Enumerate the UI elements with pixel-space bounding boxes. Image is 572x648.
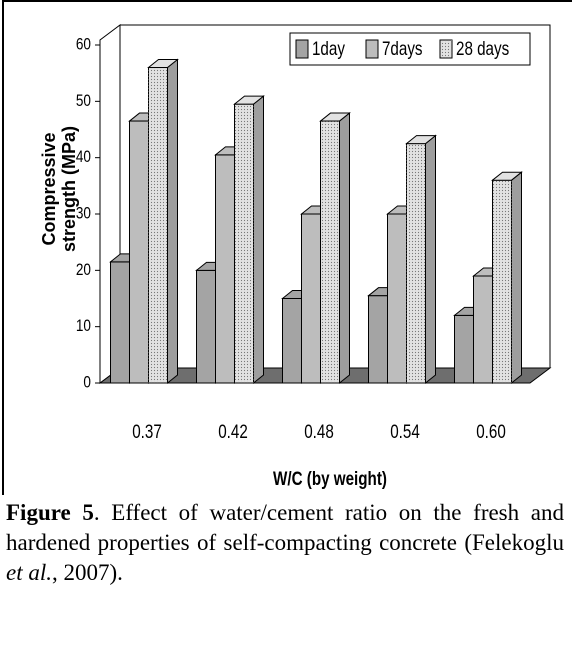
chart: 0 10 20 30 40 50 60 Compressivestrength (MPa) 0.… bbox=[2, 0, 572, 495]
bar-front bbox=[301, 213, 321, 384]
legend-label: 28 days bbox=[456, 37, 509, 59]
y-tick-label: 10 bbox=[76, 317, 91, 336]
caption-italic: et al. bbox=[6, 560, 52, 585]
bar-texture bbox=[148, 67, 168, 384]
y-axis-title-line: Compressive bbox=[39, 132, 59, 245]
bar-texture bbox=[406, 143, 426, 383]
y-tick-label: 30 bbox=[76, 204, 91, 223]
caption: Figure 5. Effect of water/cement ratio o… bbox=[6, 498, 564, 588]
bar-side bbox=[425, 134, 436, 385]
bar-front bbox=[387, 213, 407, 384]
bar-side bbox=[167, 58, 178, 385]
bar-top bbox=[147, 59, 179, 69]
bar-front bbox=[368, 295, 388, 384]
y-tick-label: 60 bbox=[76, 35, 91, 54]
x-tick-label: 0.42 bbox=[218, 420, 248, 442]
bar-side bbox=[253, 95, 264, 385]
y-tick-label: 20 bbox=[76, 260, 91, 279]
bar-side bbox=[339, 112, 350, 385]
bar-side bbox=[511, 171, 522, 385]
caption-end: , 2007). bbox=[52, 560, 123, 585]
bar-top bbox=[491, 171, 523, 181]
bar-top bbox=[319, 112, 351, 122]
bar bbox=[491, 171, 523, 385]
legend-label: 1day bbox=[312, 37, 345, 59]
bar-front bbox=[473, 275, 493, 384]
y-axis-title: Compressivestrength (MPa) bbox=[39, 126, 79, 252]
bar-front bbox=[215, 154, 235, 384]
bar-texture bbox=[234, 104, 254, 384]
legend-swatch bbox=[295, 39, 309, 59]
caption-text: . Effect of water/cement ratio on the fr… bbox=[6, 500, 564, 555]
back-wall bbox=[120, 24, 551, 368]
legend-box bbox=[289, 32, 531, 66]
bar-texture bbox=[492, 180, 512, 383]
bar-texture bbox=[320, 121, 340, 384]
bar-top bbox=[405, 135, 437, 145]
x-tick-label: 0.48 bbox=[304, 420, 334, 442]
bar-front bbox=[129, 120, 149, 384]
bar-top bbox=[233, 95, 265, 105]
caption-label: Figure 5 bbox=[6, 500, 94, 525]
legend-swatch bbox=[365, 39, 379, 59]
x-tick-label: 0.54 bbox=[390, 420, 420, 442]
y-axis-title-line: strength (MPa) bbox=[59, 126, 79, 252]
bar-front bbox=[282, 298, 302, 384]
bar bbox=[405, 134, 437, 385]
bar-front bbox=[110, 261, 130, 384]
legend-texture bbox=[440, 40, 452, 58]
x-axis-title: W/C (by weight) bbox=[273, 467, 387, 489]
bar-front bbox=[454, 314, 474, 384]
bar bbox=[233, 95, 265, 385]
y-tick-label: 0 bbox=[83, 373, 91, 392]
bar bbox=[147, 58, 179, 385]
x-tick-label: 0.60 bbox=[476, 420, 506, 442]
y-tick-label: 40 bbox=[76, 148, 91, 167]
y-tick-label: 50 bbox=[76, 91, 91, 110]
bar bbox=[319, 112, 351, 385]
bar-front bbox=[196, 269, 216, 384]
x-tick-label: 0.37 bbox=[132, 420, 162, 442]
legend-label: 7days bbox=[382, 37, 423, 59]
